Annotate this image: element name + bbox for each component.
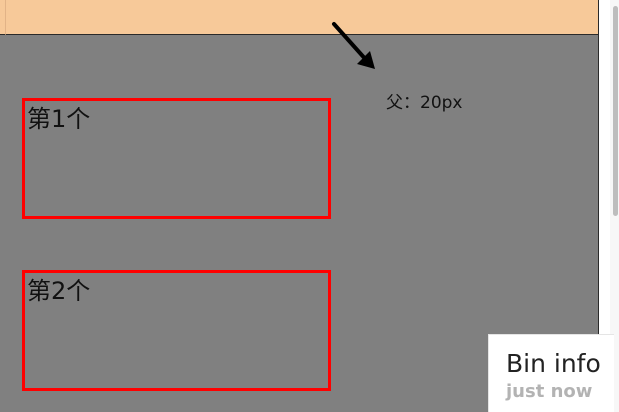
child-box-2-label: 第2个 [27, 277, 91, 305]
parent-margin-annotation: 父：20px [386, 93, 463, 113]
bin-info-time: just now [506, 381, 593, 402]
bin-info-panel[interactable]: Bin info just now [488, 334, 614, 412]
child-box-1: 第1个 [22, 98, 331, 219]
bin-info-title[interactable]: Bin info [506, 349, 601, 378]
vertical-scrollbar-thumb[interactable] [613, 6, 618, 216]
child-box-2: 第2个 [22, 270, 331, 391]
child-box-1-label: 第1个 [27, 105, 91, 133]
top-bar [0, 0, 599, 35]
frame-right-border [598, 0, 599, 412]
arrow-down-right-icon [332, 22, 375, 69]
frame-left-line [5, 0, 6, 35]
